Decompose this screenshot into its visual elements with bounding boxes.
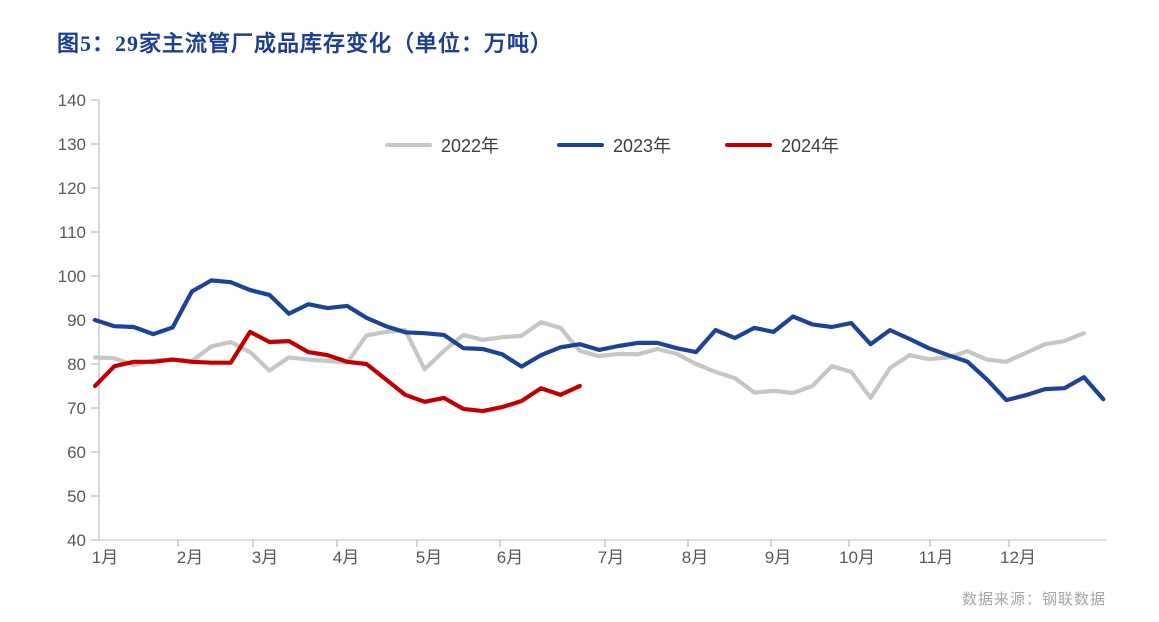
y-axis-label: 40 (67, 531, 86, 550)
legend-item-2022: 2022年 (385, 134, 499, 156)
legend-label: 2022年 (441, 136, 500, 156)
x-axis-label: 2月 (177, 548, 203, 567)
x-axis-label: 12月 (1000, 548, 1036, 567)
y-axis-label: 100 (58, 267, 86, 286)
legend-item-2023: 2023年 (557, 134, 671, 156)
x-axis-label: 11月 (919, 548, 954, 567)
source-note: 数据来源：钢联数据 (961, 592, 1106, 608)
series-line-2023 (92, 278, 1106, 403)
legend-swatch-2023 (557, 143, 604, 147)
x-axis-label: 6月 (497, 548, 523, 567)
legend-label: 2024年 (781, 136, 840, 156)
y-axis-label: 120 (58, 179, 86, 198)
y-axis-label: 110 (59, 223, 86, 242)
y-axis-label: 90 (67, 311, 86, 330)
y-axis-label: 70 (67, 399, 86, 418)
series-line-2022 (92, 320, 1087, 400)
y-axis-label: 50 (67, 487, 86, 506)
x-axis-label: 7月 (598, 548, 624, 567)
x-axis-label: 10月 (839, 548, 875, 567)
x-axis-label: 9月 (765, 548, 791, 567)
y-axis-label: 140 (58, 91, 86, 110)
y-axis-label: 130 (58, 135, 86, 154)
legend-swatch-2024 (725, 143, 772, 147)
legend-swatch-2022 (385, 143, 432, 147)
y-axis-label: 80 (67, 355, 86, 374)
series-line-2024 (92, 329, 582, 414)
x-axis-label: 4月 (333, 548, 359, 567)
legend-item-2024: 2024年 (725, 134, 839, 156)
y-axis-label: 60 (67, 443, 86, 462)
x-axis-label: 1月 (92, 548, 118, 567)
x-axis-label: 3月 (252, 548, 278, 567)
x-axis-label: 5月 (416, 548, 442, 567)
page-title: 图5：29家主流管厂成品库存变化（单位：万吨） (57, 31, 554, 56)
x-axis-label: 8月 (682, 548, 708, 567)
legend-label: 2023年 (613, 136, 672, 156)
